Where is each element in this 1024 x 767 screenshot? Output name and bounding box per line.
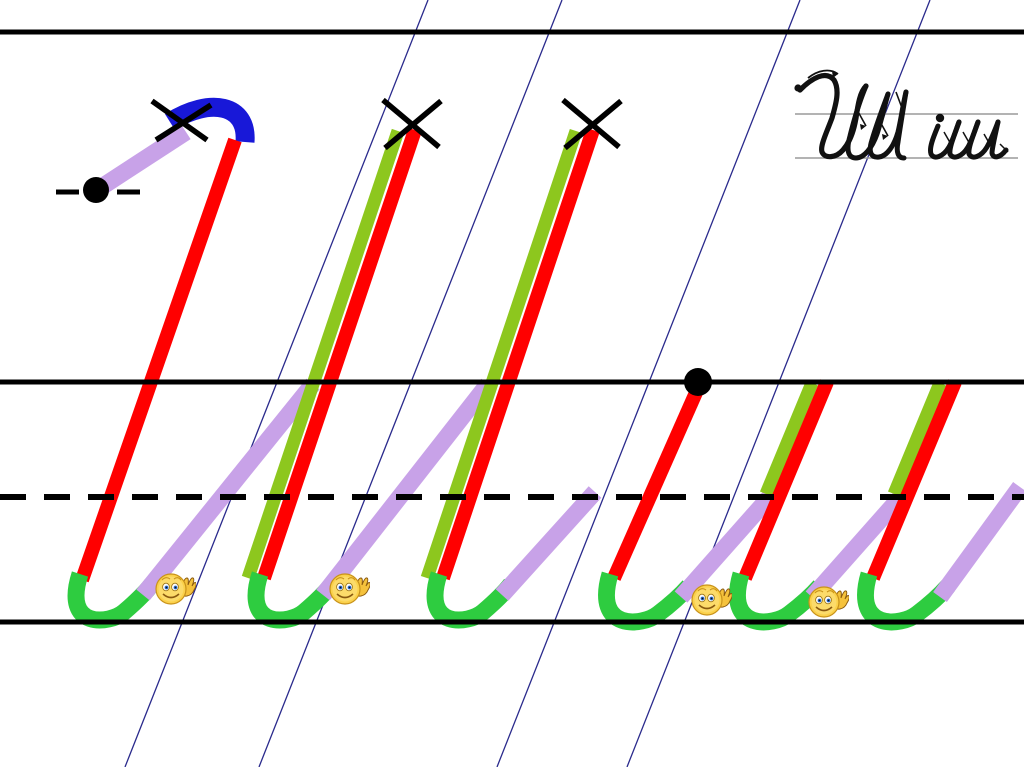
cursive-reference-sample (794, 69, 1018, 161)
capital-U-stroke-2 (241, 127, 495, 629)
smiley-2 (326, 567, 370, 607)
capital-u2-downstroke-red (257, 127, 422, 581)
sample-start-dot-1 (794, 84, 802, 92)
sample-start-dot-2 (935, 113, 945, 123)
smiley-face-icon (808, 586, 840, 618)
lowercase-u3-downstroke-red (866, 379, 962, 581)
capital-u-upstroke-lavender (136, 378, 320, 601)
x-mark-2 (381, 97, 443, 151)
lowercase-u3-upstroke-lavender (933, 482, 1024, 602)
marker-group (56, 97, 712, 396)
capital-u-top-arc-blue (164, 97, 255, 143)
smiley-face-icon (155, 573, 187, 605)
sample-arrow-4 (895, 91, 903, 109)
ruling-lines (0, 29, 1024, 625)
capital-U-demo (67, 97, 320, 629)
sample-arrow-2 (855, 107, 867, 127)
smiley-face-icon (329, 573, 361, 605)
lowercase-u2-upstroke-lavender (805, 486, 912, 603)
sample-arrow-3 (877, 117, 889, 137)
lowercase-u3-bottom-curve-green (857, 571, 955, 631)
capital-u-downstroke-red (75, 137, 242, 583)
smiley-3 (688, 578, 732, 618)
x-mark-1 (150, 98, 213, 143)
capital-u2-bottom-curve-green (247, 571, 339, 629)
capital-u2-parallel-yellowgreen (241, 128, 405, 581)
sample-arrow-8 (999, 143, 1009, 153)
lowercase-u3-parallel-yellowgreen (887, 380, 947, 497)
lowercase-u1-downstroke-red (607, 385, 705, 581)
lowercase-u-3 (857, 379, 1024, 631)
capital-u3-upstroke-lavender (495, 486, 602, 601)
sample-glyph-iu-group (928, 119, 1009, 160)
capital-U-stroke-3 (420, 127, 602, 629)
lowercase-u-1 (598, 385, 781, 631)
lowercase-u1-upstroke-lavender (674, 486, 781, 603)
sample-glyph-lowercase-u-2 (867, 89, 909, 161)
capital-u3-parallel-yellowgreen (420, 128, 583, 581)
sample-arrowhead-2 (860, 124, 866, 130)
capital-u-leadin-lavender (95, 124, 191, 196)
sample-arrow-7 (983, 133, 993, 149)
start-dot-lowercase-u (684, 368, 712, 396)
sample-arrow-1 (807, 69, 839, 79)
sample-arrowhead-3 (882, 134, 888, 140)
sample-arrow-6 (962, 131, 972, 147)
capital-u3-bottom-curve-green (426, 571, 518, 629)
smiley-4 (805, 580, 849, 620)
lowercase-u2-parallel-yellowgreen (759, 380, 819, 497)
lowercase-u1-bottom-curve-green (598, 571, 696, 631)
lowercase-u2-downstroke-red (738, 379, 834, 581)
x-mark-3 (561, 97, 623, 151)
sample-arrow-5 (943, 131, 953, 147)
sample-arrowhead-1 (832, 71, 838, 78)
capital-u3-downstroke-red (436, 127, 600, 581)
smiley-face-icon (691, 584, 723, 616)
capital-u2-upstroke-lavender (316, 378, 495, 601)
start-dot-capital-u (83, 177, 109, 203)
smiley-1 (152, 567, 196, 607)
